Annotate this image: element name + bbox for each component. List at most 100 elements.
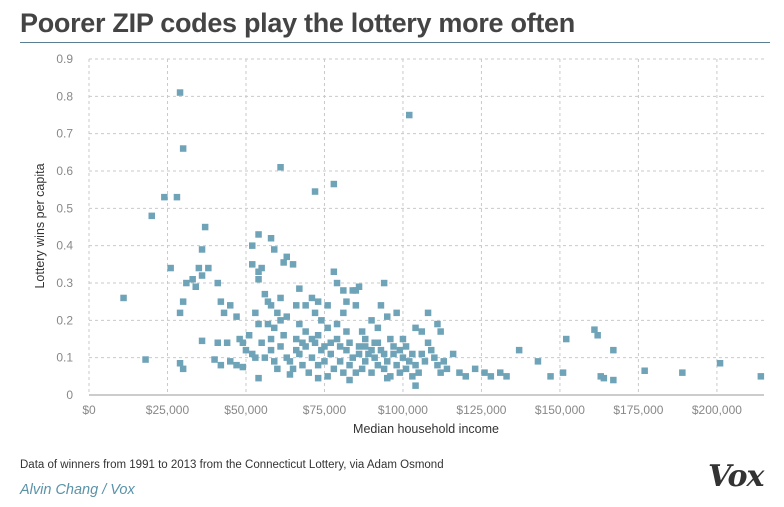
data-point <box>330 365 338 373</box>
data-point <box>227 358 234 365</box>
data-point <box>318 346 325 354</box>
x-axis-label: Median household income <box>353 422 499 436</box>
data-point <box>352 287 360 294</box>
data-point <box>305 369 312 376</box>
data-point <box>249 350 256 358</box>
data-point <box>274 309 281 317</box>
data-point <box>233 361 240 369</box>
y-tick-label: 0.8 <box>56 89 73 103</box>
data-point <box>418 328 425 335</box>
y-tick-label: 0.4 <box>56 239 73 253</box>
data-point <box>679 369 686 376</box>
data-point <box>211 356 218 363</box>
data-point <box>264 298 272 305</box>
data-point <box>205 264 212 272</box>
y-tick-label: 0.6 <box>56 164 73 178</box>
data-point <box>299 361 306 369</box>
data-point <box>440 358 447 365</box>
y-tick-label: 0.7 <box>56 127 73 141</box>
data-point <box>402 343 410 350</box>
data-point <box>299 339 306 346</box>
data-point <box>333 335 341 343</box>
y-axis-ticks: 0 0.1 0.2 0.3 0.4 0.5 0.6 0.7 0.8 0.9 <box>56 52 73 402</box>
x-tick-label: $175,000 <box>613 403 663 417</box>
data-point <box>346 339 353 346</box>
data-point <box>267 302 275 309</box>
data-point <box>314 332 322 339</box>
data-point <box>343 298 350 305</box>
data-point <box>362 335 369 343</box>
data-point <box>179 298 187 305</box>
data-point <box>189 276 196 283</box>
data-point <box>355 343 363 350</box>
data-point <box>220 309 228 317</box>
y-tick-label: 0.9 <box>56 52 73 66</box>
data-point <box>330 180 338 188</box>
data-point <box>563 335 570 343</box>
data-point <box>340 369 347 376</box>
data-point <box>233 313 240 320</box>
scatter-chart: 0 0.1 0.2 0.3 0.4 0.5 0.6 0.7 0.8 0.9 $0 $25,000 $5… <box>33 52 765 436</box>
data-point <box>217 298 225 305</box>
data-point <box>380 365 388 373</box>
data-point <box>245 332 253 339</box>
data-point <box>198 246 206 253</box>
data-point <box>424 309 432 317</box>
data-point <box>399 335 407 343</box>
data-point <box>142 356 149 363</box>
data-point <box>324 324 331 332</box>
data-point <box>239 339 247 346</box>
title-divider <box>20 42 770 43</box>
data-point <box>333 279 341 287</box>
x-axis-ticks: $0 $25,000 $50,000 $75,000 $100,000 $125,000 $… <box>82 403 742 417</box>
data-point <box>421 358 429 365</box>
data-point <box>258 264 265 272</box>
y-axis-label: Lottery wins per capita <box>33 163 47 288</box>
y-tick-label: 0.3 <box>56 276 73 290</box>
data-point <box>610 346 617 354</box>
data-point <box>324 302 331 309</box>
data-point <box>380 350 388 358</box>
data-point <box>390 343 397 350</box>
data-point <box>641 367 648 374</box>
data-point <box>547 373 554 380</box>
data-point <box>289 365 297 373</box>
data-point <box>311 339 319 346</box>
data-point <box>277 317 284 324</box>
data-point <box>362 358 369 365</box>
source-note: Data of winners from 1991 to 2013 from t… <box>20 459 444 471</box>
data-point <box>267 235 275 242</box>
data-point <box>368 317 375 324</box>
data-point <box>374 339 382 346</box>
data-point <box>515 346 523 354</box>
data-point <box>249 261 256 268</box>
data-point <box>716 360 724 367</box>
data-point <box>293 346 300 354</box>
data-point <box>340 287 347 294</box>
data-point <box>195 264 203 272</box>
data-point <box>396 346 404 354</box>
data-point <box>346 376 353 384</box>
data-point <box>393 361 400 369</box>
data-point <box>314 298 322 305</box>
data-point <box>321 343 328 350</box>
data-point <box>349 354 356 361</box>
data-point <box>390 350 397 358</box>
data-point <box>261 290 269 298</box>
data-point <box>296 350 303 358</box>
data-point <box>314 361 322 369</box>
data-points <box>120 89 765 389</box>
data-point <box>384 313 391 320</box>
data-point <box>402 365 410 373</box>
data-point <box>277 294 284 302</box>
x-tick-label: $25,000 <box>146 403 190 417</box>
data-point <box>340 309 347 317</box>
data-point <box>318 317 325 324</box>
data-point <box>277 343 284 350</box>
data-point <box>434 320 441 328</box>
data-point <box>591 326 598 333</box>
data-point <box>437 328 444 335</box>
data-point <box>192 283 199 290</box>
data-point <box>346 361 353 369</box>
data-point <box>431 354 438 361</box>
